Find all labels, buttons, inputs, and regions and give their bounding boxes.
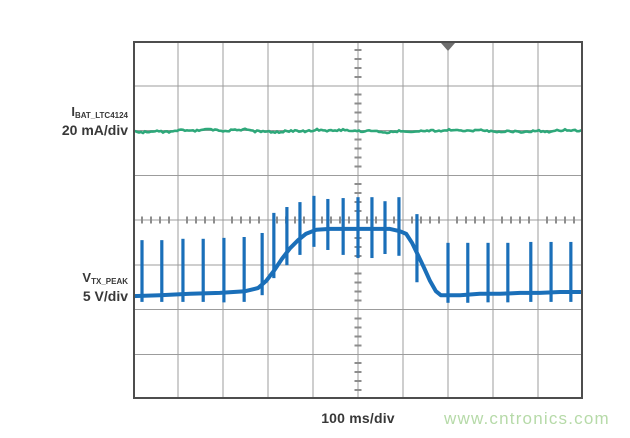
channel1-label: IBAT_LTC4124 20 mA/div	[0, 105, 128, 138]
channel2-symbol: V	[82, 270, 92, 285]
channel1-symbol-line: IBAT_LTC4124	[0, 105, 128, 123]
trace-vtx-spikes	[140, 195, 573, 303]
trigger-marker-icon	[441, 43, 455, 51]
channel2-scale: 5 V/div	[82, 288, 128, 304]
graticule-border	[133, 41, 583, 399]
timebase-label: 100 ms/div	[321, 410, 395, 426]
channel1-subscript: BAT_LTC4124	[74, 111, 128, 120]
channel1-scale: 20 mA/div	[61, 122, 128, 138]
channel2-symbol-line: VTX_PEAK	[0, 271, 128, 289]
trace-ibat	[132, 127, 584, 135]
watermark: www.cntronics.com	[444, 409, 610, 428]
scope-graticule	[131, 41, 585, 399]
channel2-subscript: TX_PEAK	[91, 277, 128, 286]
channel2-label: VTX_PEAK 5 V/div	[0, 271, 128, 304]
scope-plot	[131, 41, 585, 399]
trace-vtx	[131, 226, 585, 299]
channel1-symbol: I	[71, 104, 75, 119]
